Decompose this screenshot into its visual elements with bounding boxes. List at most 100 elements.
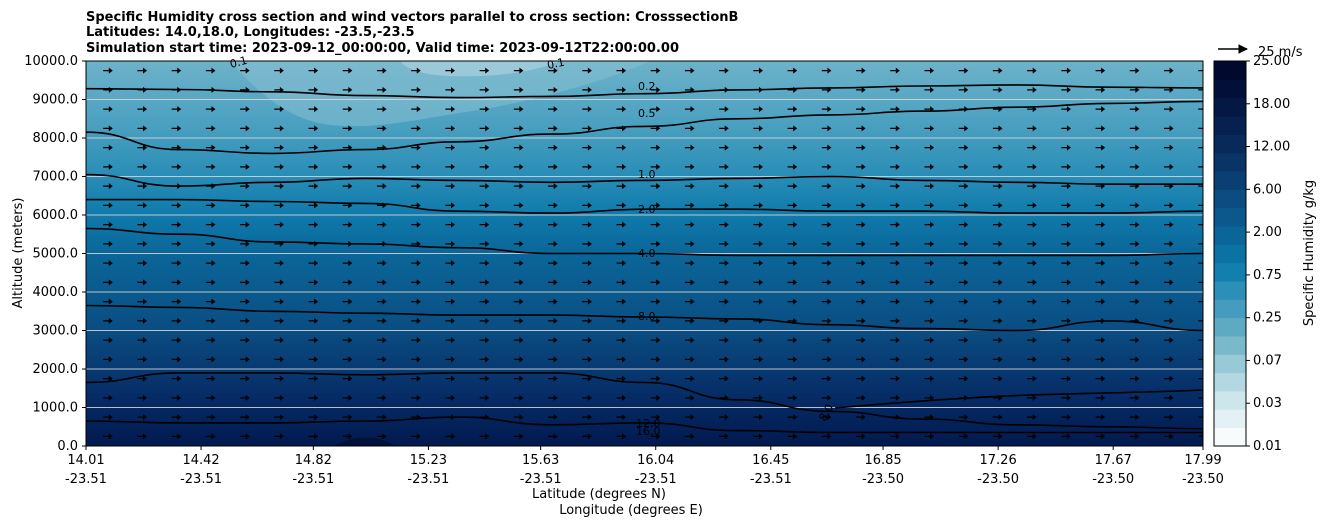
colorbar-segment <box>1214 226 1246 245</box>
wind-arrow <box>274 337 284 344</box>
wind-arrow <box>1061 356 1071 363</box>
wind-arrow <box>411 221 421 228</box>
wind-arrow <box>650 240 661 247</box>
wind-arrow <box>1061 183 1071 190</box>
wind-arrow <box>308 260 319 267</box>
wind-arrow <box>137 317 148 324</box>
wind-arrow <box>513 240 524 247</box>
wind-arrow <box>1163 183 1174 190</box>
wind-arrow <box>376 394 387 401</box>
wind-arrow <box>1198 243 1203 245</box>
wind-arrow <box>240 375 250 382</box>
wind-arrow <box>445 240 455 247</box>
dry-patch <box>230 61 650 127</box>
wind-arrow <box>1095 317 1106 324</box>
wind-arrow <box>513 163 524 170</box>
wind-arrow <box>1027 240 1037 247</box>
contour-line-4.0 <box>86 227 1203 257</box>
wind-arrow <box>411 394 421 401</box>
wind-arrow <box>137 279 148 286</box>
wind-arrow <box>924 240 935 247</box>
wind-arrow <box>103 125 113 132</box>
wind-arrow <box>1163 414 1174 421</box>
wind-arrow <box>171 298 182 305</box>
wind-arrow <box>1198 397 1203 399</box>
wind-arrow <box>308 163 319 170</box>
wind-arrow <box>274 394 284 401</box>
wind-arrow <box>171 433 182 440</box>
wind-arrow <box>719 317 729 324</box>
wind-arrow <box>1129 260 1140 267</box>
wind-arrow <box>103 260 113 267</box>
colorbar-segment <box>1214 79 1246 99</box>
wind-arrow <box>342 144 353 151</box>
wind-arrow <box>308 298 319 305</box>
wind-arrow <box>958 183 969 190</box>
wind-arrow <box>240 86 250 93</box>
wind-arrow <box>924 106 935 113</box>
wind-arrow <box>992 337 1003 344</box>
wind-arrow <box>924 414 935 421</box>
wind-arrow <box>992 67 1003 74</box>
wind-arrow <box>1095 106 1106 113</box>
wind-arrow <box>753 202 763 209</box>
wind-arrow <box>753 317 763 324</box>
wind-arrow <box>479 279 490 286</box>
chart-title-line-2: Latitudes: 14.0,18.0, Longitudes: -23.5,… <box>86 25 415 40</box>
wind-arrow <box>684 67 695 74</box>
wind-arrow <box>274 433 284 440</box>
wind-arrow <box>205 240 216 247</box>
wind-arrow <box>582 356 592 363</box>
x-tick-label-latitude: 17.67 <box>1095 453 1132 468</box>
wind-arrow <box>205 317 216 324</box>
wind-arrow <box>924 221 935 228</box>
wind-arrow <box>787 394 798 401</box>
wind-arrow <box>1095 183 1106 190</box>
wind-arrow <box>274 240 284 247</box>
wind-arrow <box>684 337 695 344</box>
wind-arrow <box>445 106 455 113</box>
colorbar-segment <box>1214 336 1246 355</box>
wind-arrow <box>582 125 592 132</box>
wind-arrow <box>411 86 421 93</box>
wind-arrow <box>958 414 969 421</box>
wind-arrow <box>103 337 113 344</box>
wind-arrow <box>1061 394 1071 401</box>
wind-arrow <box>1163 125 1174 132</box>
wind-arrow <box>445 125 455 132</box>
wind-arrow <box>342 202 353 209</box>
wind-arrow <box>684 86 695 93</box>
wind-arrow <box>103 67 113 74</box>
x-tick-label-longitude: -23.50 <box>977 472 1019 487</box>
contour-label-0.1-left: 0.1 <box>228 54 248 71</box>
wind-arrow <box>1198 435 1203 437</box>
wind-arrow <box>958 317 969 324</box>
wind-arrow <box>787 298 798 305</box>
contour-line-8.0 <box>86 304 1203 332</box>
wind-arrow <box>342 163 353 170</box>
wind-arrow <box>376 67 387 74</box>
y-tick-label: 0.0 <box>57 439 78 454</box>
wind-arrow <box>992 433 1003 440</box>
wind-arrow <box>856 433 866 440</box>
wind-arrow <box>103 221 113 228</box>
wind-arrow <box>616 86 627 93</box>
wind-arrow <box>479 125 490 132</box>
wind-arrow <box>1027 67 1037 74</box>
wind-arrow <box>650 144 661 151</box>
wind-arrow <box>513 375 524 382</box>
colorbar-tick-label: 0.75 <box>1253 268 1282 283</box>
contour-label-0.2: 0.2 <box>638 80 656 93</box>
wind-arrow <box>274 183 284 190</box>
wind-arrow <box>719 221 729 228</box>
wind-arrow <box>274 125 284 132</box>
wind-arrow <box>582 394 592 401</box>
wind-arrow <box>411 279 421 286</box>
wind-arrow <box>719 433 729 440</box>
y-tick-label: 2000.0 <box>33 362 79 377</box>
wind-arrow <box>205 202 216 209</box>
wind-arrow <box>548 394 558 401</box>
wind-arrow <box>787 337 798 344</box>
wind-arrow <box>753 375 763 382</box>
wind-arrow <box>924 86 935 93</box>
